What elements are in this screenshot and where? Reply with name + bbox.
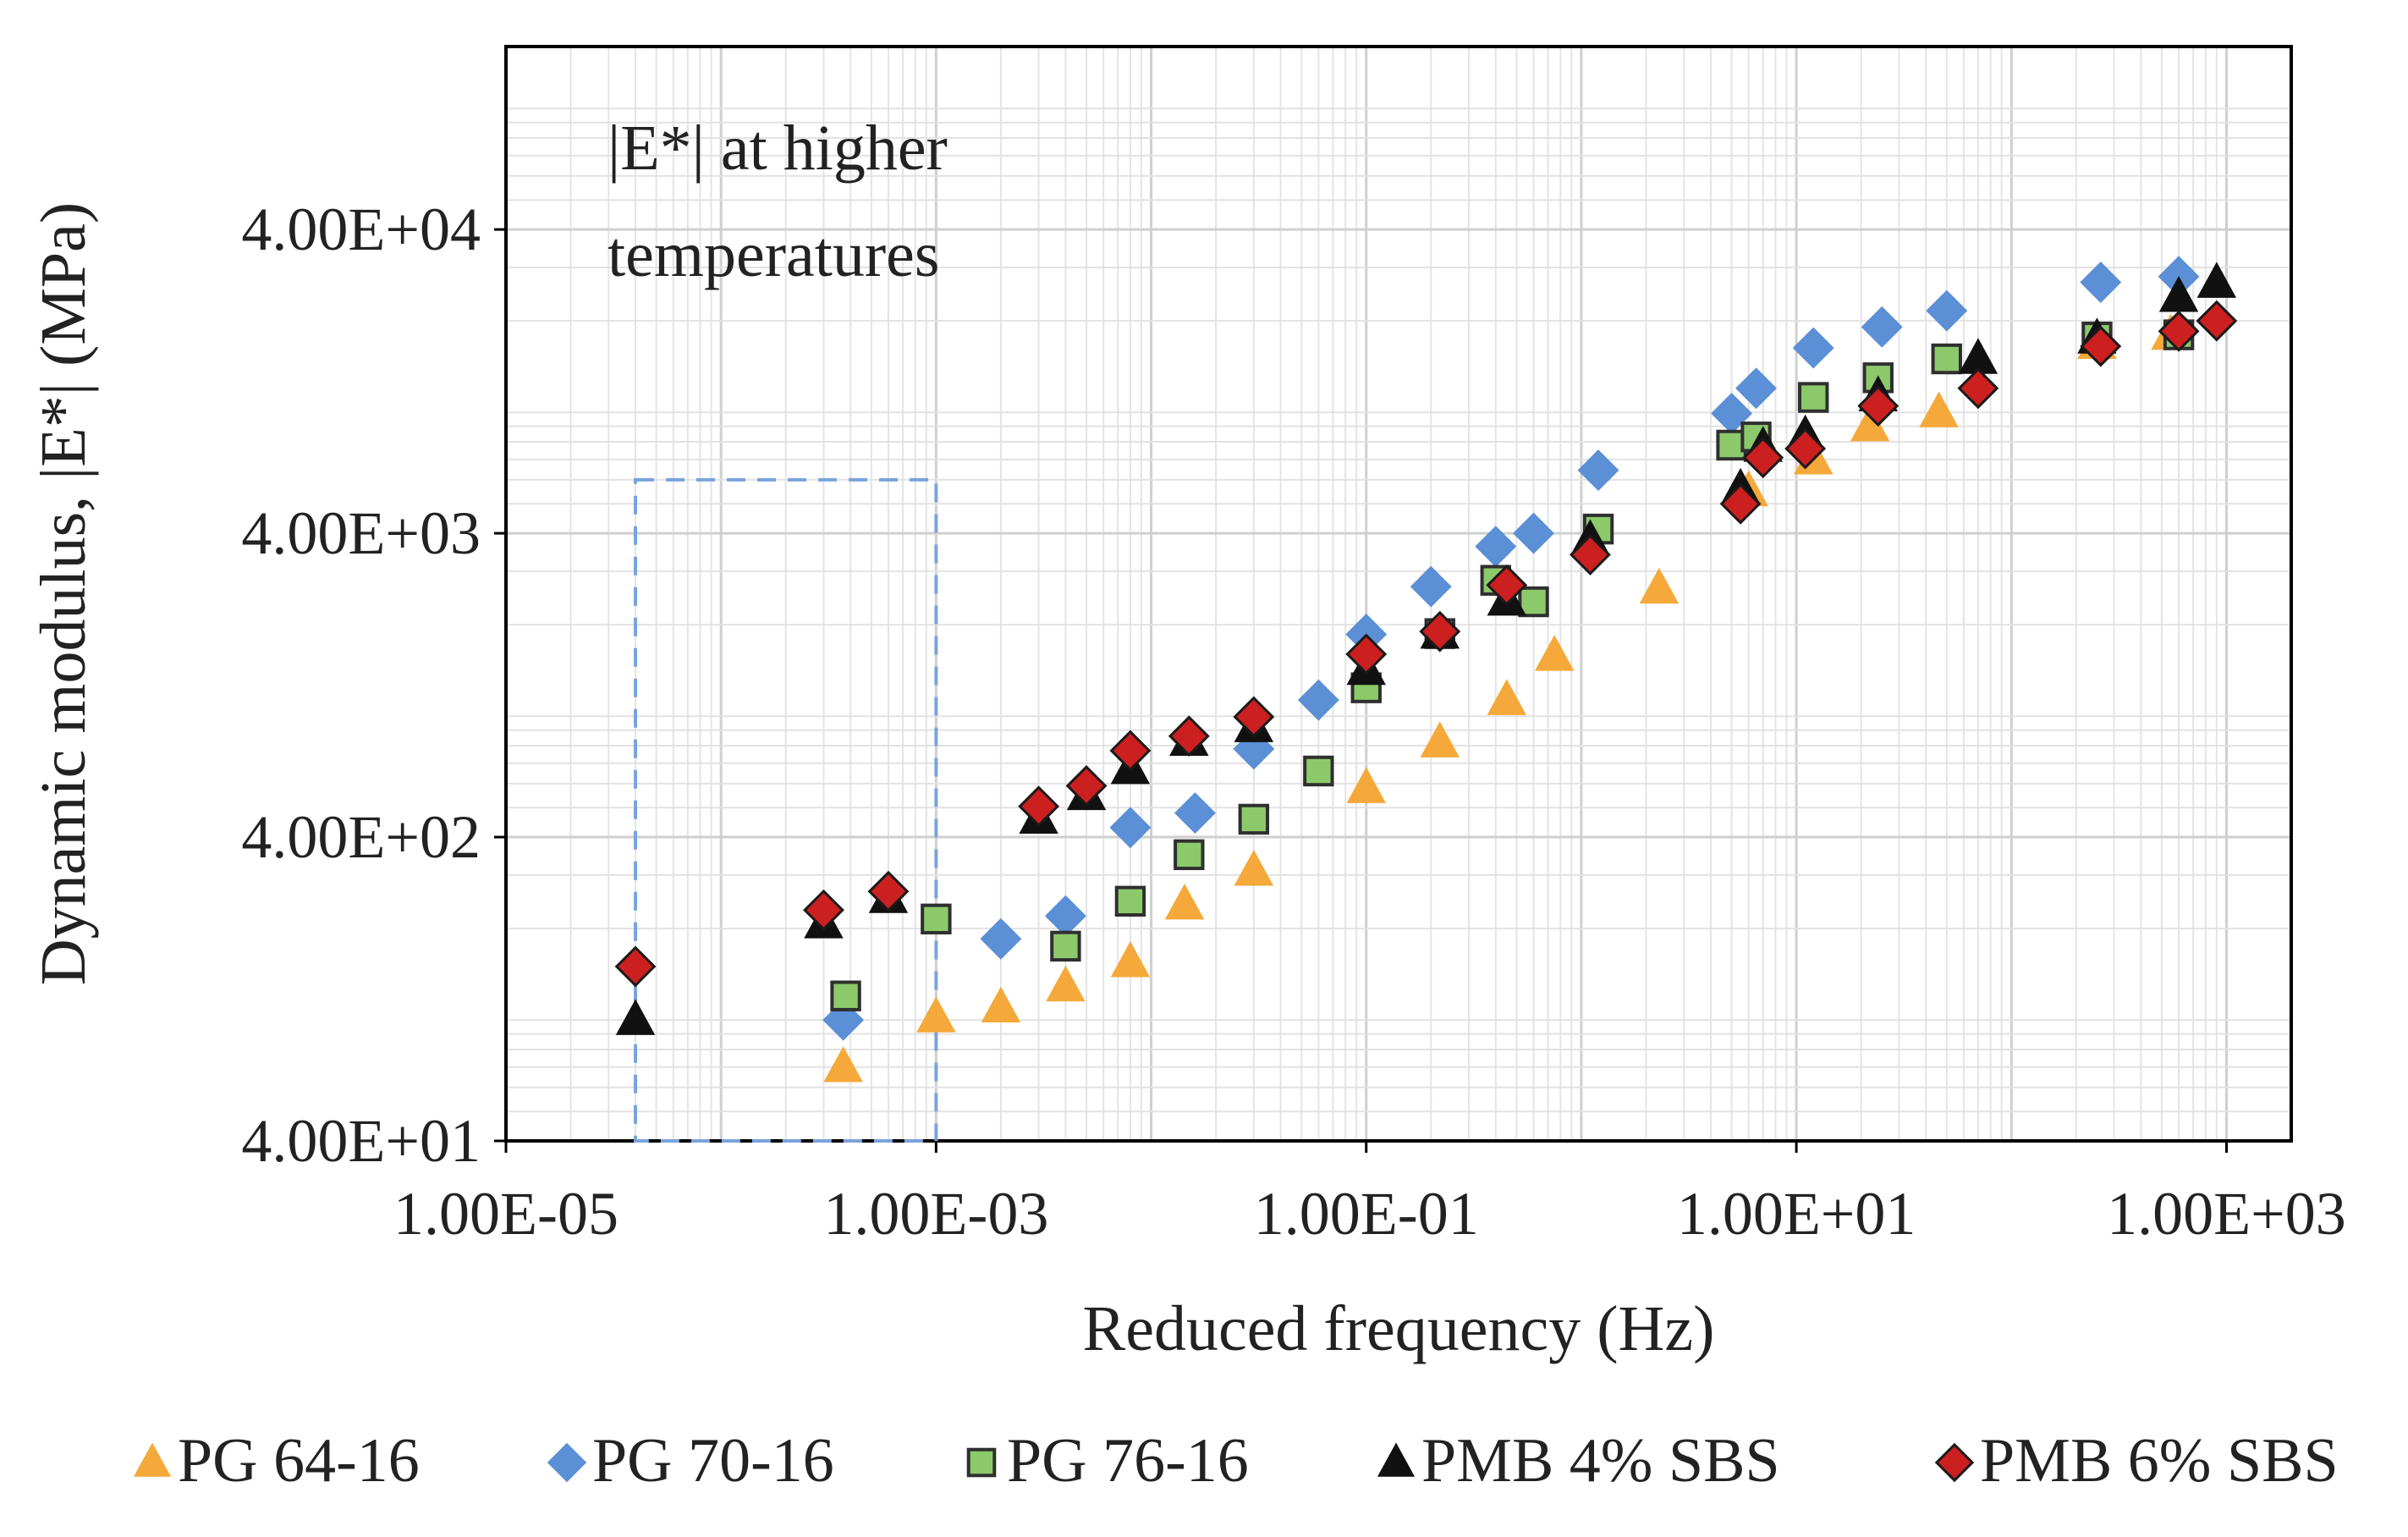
data-point	[1018, 785, 1060, 828]
legend: PG 64-16 PG 70-16 PG 76-16 PMB 4% SBS PMB 6%…	[133, 1426, 2339, 1496]
data-point	[1168, 715, 1210, 757]
legend-marker	[547, 1442, 587, 1483]
data-point	[615, 999, 656, 1035]
legend-marker	[1934, 1442, 1975, 1483]
data-point	[1931, 343, 1962, 375]
data-point	[2196, 300, 2238, 342]
data-point	[1174, 839, 1205, 871]
data-point	[1233, 696, 1275, 738]
data-point	[921, 903, 952, 935]
data-point	[1046, 965, 1086, 1002]
data-points	[614, 256, 2238, 1083]
data-point	[867, 870, 910, 912]
x-tick-label: 1.00E+03	[2107, 1180, 2346, 1248]
data-point	[2080, 325, 2122, 367]
data-point	[1234, 850, 1274, 886]
data-point	[803, 889, 844, 931]
data-point	[1419, 610, 1461, 653]
data-point	[1957, 367, 1999, 410]
legend-marker	[133, 1442, 172, 1477]
x-tick-label: 1.00E-03	[823, 1180, 1048, 1248]
data-point	[1065, 765, 1108, 807]
x-tick-label: 1.00E-05	[393, 1180, 618, 1248]
legend-label: PG 64-16	[178, 1426, 420, 1496]
data-point	[2080, 262, 2122, 303]
data-point	[1174, 792, 1216, 835]
x-tick-label: 1.00E+01	[1677, 1180, 1916, 1248]
data-point	[1487, 679, 1527, 715]
data-point	[1742, 437, 1784, 479]
data-point	[1050, 930, 1081, 962]
data-point	[1297, 679, 1339, 721]
data-point	[1577, 449, 1619, 492]
data-point	[1238, 803, 1270, 835]
data-point	[1109, 730, 1152, 772]
x-axis-title: Reduced frequency (Hz)	[1083, 1293, 1715, 1364]
data-point	[1798, 382, 1829, 413]
x-tick-label: 1.00E-01	[1254, 1180, 1479, 1248]
legend-label: PG 76-16	[1007, 1426, 1249, 1496]
y-axis-ticks: 4.00E+01 4.00E+02 4.00E+03 4.00E+04	[241, 196, 506, 1175]
annotation-text-line-1: |E*| at higher	[607, 113, 948, 184]
series-pmb-6-sbs	[614, 300, 2238, 988]
data-point	[2158, 310, 2200, 352]
x-axis-ticks: 1.00E-05 1.00E-03 1.00E-01 1.00E+01 1.00E+03	[393, 1141, 2346, 1248]
y-tick-label: 4.00E+04	[241, 196, 481, 263]
y-tick-label: 4.00E+01	[241, 1107, 481, 1175]
data-point	[1303, 755, 1334, 787]
legend-marker	[966, 1447, 997, 1478]
data-point	[1784, 427, 1827, 470]
legend-label: PMB 4% SBS	[1421, 1426, 1780, 1496]
data-point	[1410, 565, 1452, 608]
data-point	[1735, 367, 1777, 410]
data-point	[916, 996, 956, 1033]
data-point	[1919, 391, 1959, 427]
legend-label: PMB 6% SBS	[1980, 1426, 2339, 1496]
annotation-text-line-2: temperatures	[607, 219, 939, 290]
y-axis-title: Dynamic modulus, |E*| (MPa)	[28, 202, 99, 985]
annotation-dashed-box	[634, 477, 938, 1143]
data-point	[1926, 289, 1968, 332]
data-point	[1639, 567, 1680, 604]
legend-label: PG 70-16	[592, 1426, 834, 1496]
data-point	[1570, 533, 1611, 576]
data-point	[614, 945, 657, 988]
data-point	[1534, 635, 1575, 671]
data-point	[981, 986, 1021, 1022]
data-point	[823, 1046, 863, 1083]
data-point	[1109, 807, 1152, 849]
data-point	[1857, 385, 1899, 427]
data-point	[1486, 564, 1528, 606]
data-point	[1861, 306, 1903, 348]
data-point	[1420, 721, 1460, 757]
data-point	[1792, 327, 1834, 369]
data-point	[1346, 767, 1386, 803]
y-tick-label: 4.00E+03	[241, 499, 481, 567]
data-point	[1719, 482, 1762, 525]
data-point	[830, 980, 861, 1011]
legend-marker	[1377, 1442, 1416, 1477]
data-point	[1114, 885, 1146, 917]
data-point	[1345, 633, 1388, 675]
data-point	[980, 917, 1022, 960]
annotation-box-layer	[634, 477, 938, 1143]
data-point	[1164, 883, 1205, 920]
plot-frame	[504, 45, 2293, 1143]
data-point	[1110, 941, 1151, 978]
y-tick-label: 4.00E+02	[241, 803, 481, 871]
data-point	[2196, 262, 2237, 298]
data-point	[1513, 512, 1554, 554]
data-point	[1518, 586, 1549, 618]
